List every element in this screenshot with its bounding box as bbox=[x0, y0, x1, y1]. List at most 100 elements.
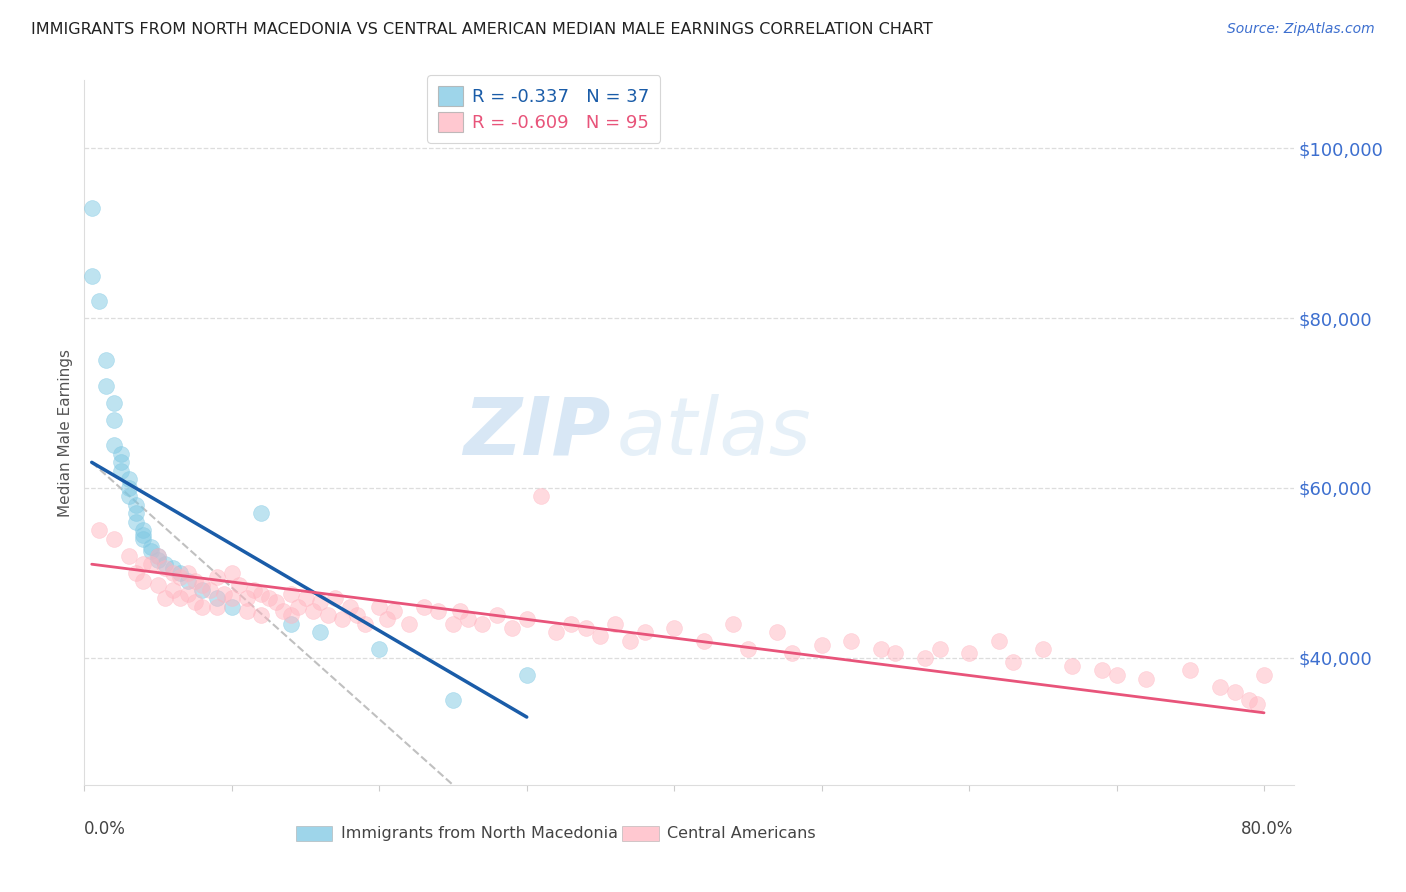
Point bbox=[146, 549, 169, 563]
Point bbox=[117, 472, 139, 486]
Point bbox=[146, 549, 169, 563]
Point bbox=[250, 587, 273, 601]
Point bbox=[139, 558, 162, 572]
Text: ZIP: ZIP bbox=[463, 393, 610, 472]
Point bbox=[176, 574, 198, 589]
Point bbox=[1135, 672, 1157, 686]
Point bbox=[323, 591, 346, 606]
Point bbox=[486, 608, 509, 623]
Text: 80.0%: 80.0% bbox=[1241, 821, 1294, 838]
Point bbox=[103, 413, 125, 427]
Point bbox=[132, 574, 155, 589]
Point bbox=[221, 566, 243, 580]
Point bbox=[103, 438, 125, 452]
Point bbox=[316, 608, 339, 623]
Point bbox=[839, 633, 862, 648]
Point bbox=[1091, 664, 1114, 678]
Point bbox=[250, 608, 273, 623]
Point bbox=[368, 642, 391, 657]
Text: atlas: atlas bbox=[616, 393, 811, 472]
Point bbox=[1209, 681, 1232, 695]
Point bbox=[309, 595, 332, 609]
Point bbox=[457, 612, 479, 626]
Point bbox=[250, 506, 273, 520]
Point bbox=[353, 616, 375, 631]
Point bbox=[125, 506, 148, 520]
Point bbox=[280, 587, 302, 601]
Point bbox=[928, 642, 950, 657]
Point bbox=[132, 532, 155, 546]
Point bbox=[235, 604, 257, 618]
Point bbox=[780, 646, 803, 660]
Point bbox=[375, 612, 398, 626]
Point bbox=[1223, 684, 1246, 698]
Point bbox=[132, 527, 155, 541]
Point bbox=[205, 570, 228, 584]
Point bbox=[103, 396, 125, 410]
Point bbox=[96, 353, 118, 368]
Point bbox=[339, 599, 361, 614]
Point bbox=[191, 599, 214, 614]
Point bbox=[169, 591, 191, 606]
Point bbox=[273, 604, 295, 618]
Bar bbox=[623, 826, 659, 841]
Point bbox=[162, 582, 184, 597]
Point bbox=[427, 604, 450, 618]
Text: Source: ZipAtlas.com: Source: ZipAtlas.com bbox=[1227, 22, 1375, 37]
Point bbox=[516, 612, 538, 626]
Point bbox=[139, 540, 162, 554]
Point bbox=[294, 591, 316, 606]
Point bbox=[198, 582, 221, 597]
Point bbox=[257, 591, 280, 606]
Point bbox=[280, 616, 302, 631]
Point bbox=[243, 582, 266, 597]
Point bbox=[398, 616, 420, 631]
Point bbox=[162, 561, 184, 575]
Point bbox=[589, 629, 612, 643]
Point bbox=[382, 604, 405, 618]
Point bbox=[869, 642, 891, 657]
Point bbox=[228, 578, 250, 592]
Text: Central Americans: Central Americans bbox=[668, 826, 815, 841]
Point bbox=[332, 612, 354, 626]
Point bbox=[516, 667, 538, 681]
Point bbox=[1180, 664, 1202, 678]
Point bbox=[169, 570, 191, 584]
Text: 0.0%: 0.0% bbox=[84, 821, 127, 838]
Point bbox=[441, 693, 464, 707]
Point bbox=[530, 489, 553, 503]
Point bbox=[221, 591, 243, 606]
Point bbox=[132, 558, 155, 572]
Point bbox=[125, 498, 148, 512]
Point bbox=[235, 591, 257, 606]
Legend: R = -0.337   N = 37, R = -0.609   N = 95: R = -0.337 N = 37, R = -0.609 N = 95 bbox=[427, 75, 661, 143]
Point bbox=[1032, 642, 1054, 657]
Point bbox=[184, 595, 207, 609]
Point bbox=[214, 587, 236, 601]
Point bbox=[287, 599, 309, 614]
Point bbox=[176, 566, 198, 580]
Point bbox=[87, 523, 110, 537]
Point bbox=[176, 587, 198, 601]
Point bbox=[957, 646, 980, 660]
Point bbox=[191, 578, 214, 592]
Text: IMMIGRANTS FROM NORTH MACEDONIA VS CENTRAL AMERICAN MEDIAN MALE EARNINGS CORRELA: IMMIGRANTS FROM NORTH MACEDONIA VS CENTR… bbox=[31, 22, 932, 37]
Point bbox=[205, 591, 228, 606]
Point bbox=[1062, 659, 1084, 673]
Y-axis label: Median Male Earnings: Median Male Earnings bbox=[58, 349, 73, 516]
Point bbox=[346, 608, 368, 623]
Point bbox=[664, 621, 686, 635]
Point bbox=[80, 201, 103, 215]
Point bbox=[692, 633, 714, 648]
Point bbox=[139, 544, 162, 558]
Point bbox=[914, 650, 936, 665]
Point bbox=[546, 625, 568, 640]
Point bbox=[721, 616, 744, 631]
Bar bbox=[297, 826, 332, 841]
Point bbox=[125, 566, 148, 580]
Point bbox=[110, 447, 132, 461]
Point bbox=[302, 604, 325, 618]
Point bbox=[987, 633, 1010, 648]
Point bbox=[155, 591, 177, 606]
Point bbox=[146, 553, 169, 567]
